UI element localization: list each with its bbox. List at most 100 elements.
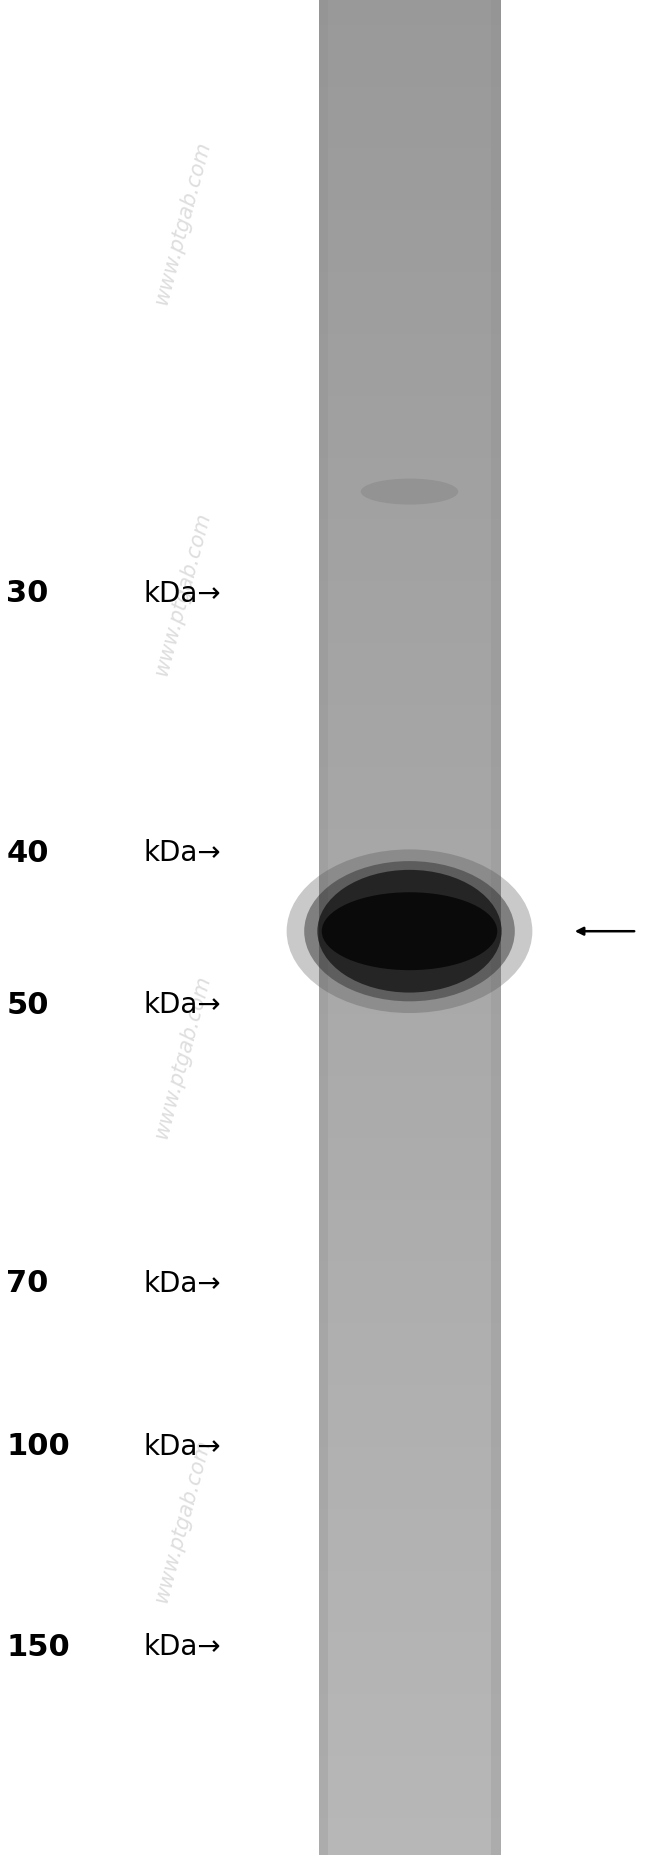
Bar	[318, 1471, 500, 1478]
Bar	[318, 755, 500, 761]
Bar	[318, 1434, 500, 1441]
Bar	[318, 1521, 500, 1527]
Ellipse shape	[317, 870, 502, 992]
Bar	[318, 1465, 500, 1471]
Text: kDa→: kDa→	[143, 1632, 220, 1662]
Bar	[318, 0, 500, 6]
Bar	[318, 1187, 500, 1193]
Bar	[318, 1823, 500, 1831]
Bar	[318, 1341, 500, 1349]
Bar	[318, 1657, 500, 1664]
Bar	[318, 835, 500, 840]
Bar	[318, 1063, 500, 1070]
Bar	[318, 1349, 500, 1354]
Bar	[318, 710, 500, 718]
Bar	[318, 1039, 500, 1044]
Bar	[318, 1081, 500, 1089]
Bar	[318, 1100, 500, 1107]
Bar	[318, 514, 500, 519]
Bar	[318, 551, 500, 556]
Bar	[318, 1651, 500, 1657]
Bar	[318, 186, 500, 191]
Bar	[318, 1712, 500, 1720]
Bar	[318, 1564, 500, 1571]
Bar	[318, 556, 500, 562]
Bar	[318, 408, 500, 414]
Bar	[318, 1200, 500, 1206]
Bar	[318, 673, 500, 681]
Bar	[318, 1516, 500, 1521]
Bar	[318, 1571, 500, 1577]
Bar	[318, 482, 500, 488]
Bar	[318, 1590, 500, 1595]
Text: www.ptgab.com: www.ptgab.com	[151, 510, 213, 677]
Bar	[318, 191, 500, 198]
Bar	[318, 970, 500, 978]
Bar	[318, 1007, 500, 1015]
Bar	[318, 6, 500, 13]
Bar	[318, 98, 500, 106]
Text: kDa→: kDa→	[143, 1432, 220, 1462]
Bar	[318, 885, 500, 890]
Bar	[318, 1694, 500, 1701]
Bar	[318, 488, 500, 495]
Bar	[318, 1794, 500, 1799]
Bar	[318, 1836, 500, 1842]
Bar	[318, 1627, 500, 1632]
Bar	[318, 1577, 500, 1582]
Bar	[318, 742, 500, 748]
Bar	[318, 748, 500, 755]
Bar	[318, 403, 500, 408]
Bar	[318, 1558, 500, 1564]
Bar	[318, 445, 500, 451]
Bar	[318, 1280, 500, 1286]
Bar	[318, 421, 500, 427]
Bar	[318, 1831, 500, 1836]
Bar	[318, 798, 500, 803]
Bar	[318, 414, 500, 421]
Bar	[318, 1156, 500, 1163]
Bar	[318, 1508, 500, 1516]
Bar	[318, 1002, 500, 1007]
Bar	[318, 260, 500, 265]
Bar	[318, 1799, 500, 1805]
Bar	[318, 1490, 500, 1497]
Bar	[318, 1193, 500, 1200]
Bar	[318, 1044, 500, 1052]
Bar	[318, 19, 500, 24]
Bar	[318, 1731, 500, 1738]
Bar	[318, 1026, 500, 1033]
Bar	[318, 525, 500, 532]
Bar	[318, 124, 500, 130]
Bar	[318, 106, 500, 111]
Bar	[318, 241, 500, 247]
Bar	[318, 1360, 500, 1367]
Bar	[318, 1497, 500, 1503]
Bar	[318, 1460, 500, 1465]
Bar	[318, 69, 500, 74]
Bar	[318, 440, 500, 445]
Bar	[318, 877, 500, 885]
Bar	[318, 989, 500, 996]
Bar	[318, 13, 500, 19]
Bar	[318, 236, 500, 241]
Bar	[318, 631, 500, 636]
Bar	[318, 1849, 500, 1855]
Ellipse shape	[361, 479, 458, 505]
Bar	[318, 866, 500, 872]
Bar	[318, 111, 500, 117]
Ellipse shape	[304, 861, 515, 1002]
Bar	[318, 1126, 500, 1132]
Bar	[318, 1330, 500, 1336]
Bar	[318, 692, 500, 699]
Bar	[318, 173, 500, 180]
Bar	[318, 365, 500, 371]
Bar	[318, 204, 500, 210]
Text: 70: 70	[6, 1269, 49, 1298]
Bar	[318, 1503, 500, 1508]
Bar	[318, 1762, 500, 1768]
Bar	[318, 965, 500, 970]
Bar	[318, 699, 500, 705]
Bar	[318, 1070, 500, 1076]
Bar	[318, 377, 500, 384]
